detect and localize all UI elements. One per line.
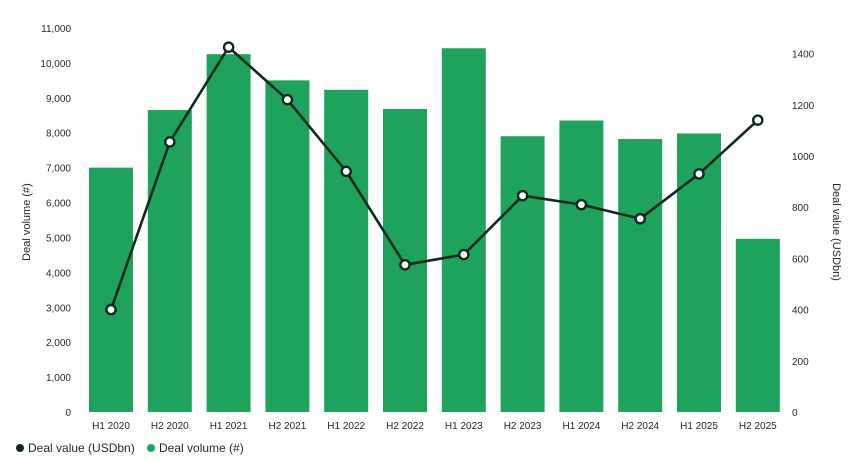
line-point bbox=[340, 165, 353, 178]
legend-label-deal-value: Deal value (USDbn) bbox=[28, 441, 135, 455]
right-tick-label: 600 bbox=[792, 254, 809, 265]
x-tick-label: H2 2024 bbox=[621, 421, 659, 432]
right-tick-label: 1200 bbox=[792, 101, 815, 112]
right-tick-label: 1000 bbox=[792, 152, 815, 163]
x-tick-label: H1 2023 bbox=[445, 421, 483, 432]
legend: Deal value (USDbn) Deal volume (#) bbox=[16, 441, 244, 455]
bar bbox=[441, 48, 486, 412]
x-tick-label: H1 2025 bbox=[680, 421, 718, 432]
bar bbox=[89, 167, 133, 412]
line-point bbox=[575, 198, 588, 211]
left-axis-title: Deal volume (#) bbox=[21, 183, 33, 261]
left-tick-label: 3,000 bbox=[46, 303, 71, 314]
line-point bbox=[693, 168, 705, 180]
x-tick-label: H1 2022 bbox=[327, 421, 365, 432]
x-tick-label: H2 2022 bbox=[386, 421, 424, 432]
left-axis-ticks: 0 1,000 2,000 3,000 4,000 5,000 6,000 7,000 8,00… bbox=[40, 24, 71, 419]
left-tick-label: 7,000 bbox=[46, 164, 71, 175]
left-tick-label: 4,000 bbox=[46, 268, 71, 279]
bar bbox=[559, 120, 604, 412]
line-point bbox=[752, 114, 764, 126]
x-tick-label: H1 2020 bbox=[92, 421, 130, 432]
left-tick-label: 9,000 bbox=[46, 94, 71, 105]
legend-swatch-deal-value bbox=[16, 444, 24, 452]
line-point bbox=[399, 258, 411, 271]
x-tick-label: H2 2025 bbox=[739, 421, 777, 432]
right-tick-label: 1400 bbox=[792, 50, 815, 61]
right-axis-title: Deal value (USDbn) bbox=[830, 183, 842, 281]
left-tick-label: 5,000 bbox=[46, 233, 71, 244]
bar bbox=[677, 133, 721, 412]
line-point bbox=[634, 212, 647, 225]
bar bbox=[265, 80, 310, 412]
left-tick-label: 1,000 bbox=[46, 373, 71, 384]
bar bbox=[147, 110, 192, 412]
legend-label-deal-volume: Deal volume (#) bbox=[159, 441, 244, 455]
line-series bbox=[105, 41, 764, 316]
bar bbox=[324, 89, 369, 412]
bar bbox=[735, 238, 780, 412]
line-point bbox=[163, 136, 176, 148]
left-tick-label: 8,000 bbox=[46, 129, 71, 140]
right-tick-label: 400 bbox=[792, 306, 809, 317]
left-tick-label: 11,000 bbox=[41, 24, 71, 35]
bar bbox=[500, 136, 545, 412]
line-point bbox=[457, 248, 470, 261]
line-point bbox=[281, 93, 294, 106]
right-tick-label: 0 bbox=[792, 408, 798, 419]
x-tick-label: H1 2024 bbox=[562, 421, 600, 432]
bar-series bbox=[89, 48, 780, 413]
right-tick-label: 800 bbox=[792, 203, 809, 214]
x-axis-ticks: H1 2020 H2 2020 H1 2021 H2 2021 H1 2022 H2 20… bbox=[92, 421, 777, 432]
left-tick-label: 6,000 bbox=[46, 199, 71, 210]
line-point bbox=[516, 189, 529, 202]
line-point bbox=[222, 41, 235, 54]
left-tick-label: 0 bbox=[65, 408, 71, 419]
legend-swatch-deal-volume bbox=[147, 444, 155, 452]
x-tick-label: H2 2021 bbox=[268, 421, 306, 432]
x-tick-label: H2 2020 bbox=[151, 421, 189, 432]
left-tick-label: 10,000 bbox=[40, 59, 71, 70]
bar bbox=[618, 139, 663, 412]
left-tick-label: 2,000 bbox=[46, 338, 71, 349]
x-tick-label: H2 2023 bbox=[504, 421, 542, 432]
bar bbox=[206, 54, 251, 412]
line-path bbox=[109, 45, 759, 311]
line-point bbox=[105, 303, 117, 316]
right-axis-ticks: 0 200 400 600 800 1000 1200 1400 bbox=[792, 50, 815, 419]
right-tick-label: 200 bbox=[792, 357, 809, 368]
x-tick-label: H1 2021 bbox=[210, 421, 248, 432]
